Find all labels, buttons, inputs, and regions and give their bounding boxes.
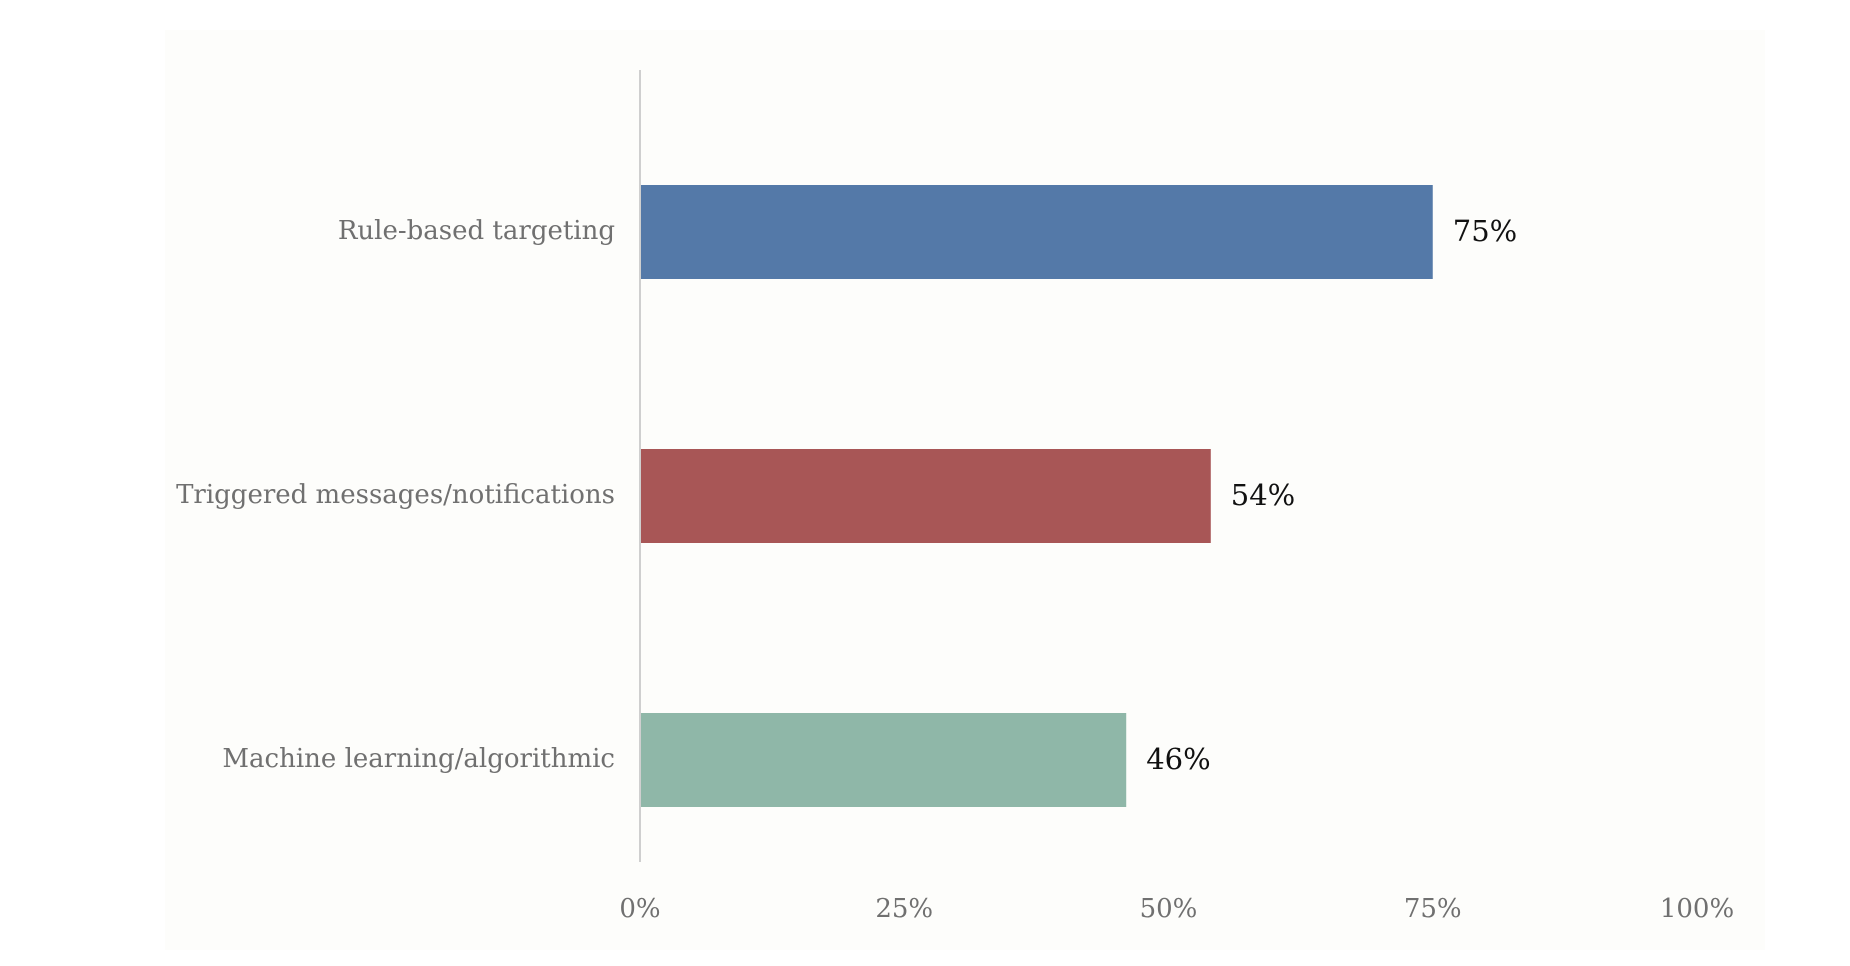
x-tick-label: 75% <box>1404 894 1462 924</box>
category-label-rule-based-targeting: Rule-based targeting <box>338 216 615 246</box>
bar-machine-learning-algorithmic <box>640 713 1127 807</box>
data-label-machine-learning-algorithmic: 46% <box>1146 742 1210 776</box>
bar-triggered-messages-notifications <box>640 449 1211 543</box>
x-tick-label: 25% <box>875 894 933 924</box>
x-tick-label: 50% <box>1140 894 1198 924</box>
bar-rule-based-targeting <box>640 185 1433 279</box>
data-labels: 75% 54% 46% <box>1146 214 1517 776</box>
data-label-triggered-messages-notifications: 54% <box>1231 478 1295 512</box>
bars-group <box>640 185 1433 807</box>
category-labels: Rule-based targeting Triggered messages/n… <box>176 216 615 774</box>
category-label-machine-learning-algorithmic: Machine learning/algorithmic <box>222 744 615 774</box>
category-label-triggered-messages-notifications: Triggered messages/notifications <box>176 480 615 510</box>
x-tick-label: 100% <box>1660 894 1734 924</box>
x-axis-tick-labels: 0% 25% 50% 75% 100% <box>619 894 1734 924</box>
data-label-rule-based-targeting: 75% <box>1453 214 1517 248</box>
x-tick-label: 0% <box>619 894 660 924</box>
